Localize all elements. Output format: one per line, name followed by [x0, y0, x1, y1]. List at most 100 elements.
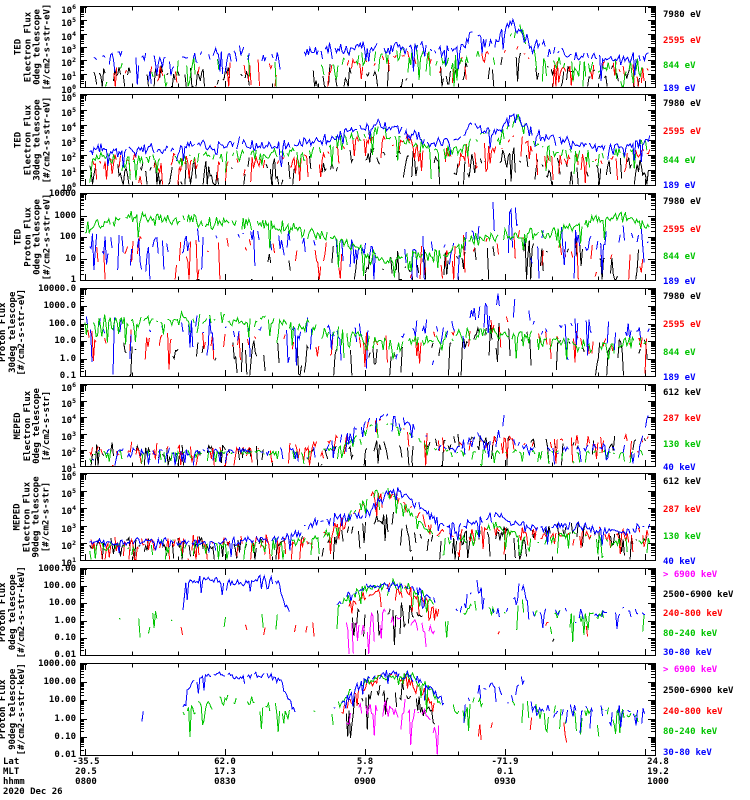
legend-entry: 2595 eV	[663, 36, 701, 46]
y-axis-title-line: TED	[13, 38, 24, 56]
tick-value: 24.8	[647, 757, 669, 767]
legend-entry: 2595 eV	[663, 225, 701, 235]
y-tick-label: 10000	[48, 189, 76, 199]
tick-value: 17.3	[214, 767, 236, 777]
y-tick-label: 10.0	[54, 336, 76, 347]
tick-value: 0830	[214, 777, 236, 787]
legend-entry: 30-80 keV	[663, 748, 712, 758]
y-axis-title-line: TED	[13, 131, 24, 149]
y-axis-title-ted-proton-0deg: TED Proton Flux 0deg telescope [#/cm2-s-str…	[6, 193, 60, 281]
series-30-80-kev	[142, 670, 647, 733]
series-130-kev	[89, 487, 651, 560]
y-axis-title-line: [#/cm2-s-str-keV]	[16, 663, 27, 756]
y-tick-label: 1.0	[59, 353, 76, 364]
y-tick-label: 102	[61, 151, 76, 164]
panel-ted-electron-0deg: 106 105 104 103 102 101 100 TED Electron Flux 0de…	[0, 3, 750, 96]
series-844-ev	[90, 114, 650, 182]
plot-frame	[80, 473, 656, 561]
panel-plot-meped-electron-0deg	[80, 384, 656, 467]
series-189-ev	[89, 113, 651, 168]
legend-entry: 80-240 keV	[663, 629, 718, 639]
legend-entry: 2595 eV	[663, 127, 701, 137]
y-axis-title-line: 30deg telescope	[32, 99, 43, 181]
y-tick-label: 102	[61, 445, 76, 459]
legend-entry: 7980 eV	[663, 197, 701, 207]
legend-entry: 612 keV	[663, 477, 701, 487]
y-tick-label: 104	[61, 413, 76, 427]
tick-value: 7.7	[356, 767, 374, 777]
plot-frame	[80, 94, 656, 186]
legend-entry: 130 keV	[663, 532, 701, 542]
y-tick-label: 106	[61, 91, 76, 104]
tick-value: 0800	[75, 777, 97, 787]
axis-ticks	[80, 7, 655, 88]
panel-plot-ted-electron-0deg	[80, 6, 656, 88]
plot-frame	[80, 193, 656, 281]
series-7980-ev	[89, 147, 649, 185]
legend-entry: 7980 eV	[663, 10, 701, 20]
y-tick-label: 0.10	[54, 632, 76, 643]
legend-entry: 189 eV	[663, 181, 696, 191]
y-axis-title-meped-proton-0deg: Proton Flux 0deg telescope [#/cm2-s-str-ke…	[0, 565, 40, 659]
y-axis-title-line: [#/cm2-s-str-eV]	[41, 193, 52, 281]
y-tick-label: 106	[61, 470, 76, 483]
y-axis-title-line: [#/cm2-s-str-keV]	[16, 565, 27, 659]
tick-value: 0930	[494, 777, 516, 787]
legend-entry: 240-800 keV	[663, 609, 723, 619]
legend-entry: 130 keV	[663, 440, 701, 450]
legend-entry: 844 eV	[663, 348, 696, 358]
y-axis-title-line: Proton Flux	[0, 302, 8, 363]
y-tick-label: 105	[61, 106, 76, 119]
panel-plot-meped-proton-0deg	[80, 568, 656, 656]
y-tick-label: 103	[61, 136, 76, 149]
y-axis-title-line: [#/cm2-s-str]	[41, 390, 52, 461]
series-130-kev	[90, 423, 650, 466]
y-tick-label: 103	[61, 521, 76, 535]
series-189-ev	[85, 293, 650, 375]
legend-entry: 189 eV	[663, 277, 696, 287]
tick-value: 20.5	[75, 767, 97, 777]
y-tick-label: 1000.00	[38, 659, 76, 669]
y-tick-label: 10.00	[48, 598, 76, 609]
y-tick-label: 101	[61, 69, 76, 83]
series-844-ev	[84, 210, 650, 278]
y-tick-label: 1	[70, 275, 76, 285]
y-axis-title-line: [#/cm2-s-str-eV]	[41, 96, 52, 184]
legend-entry: 844 eV	[663, 156, 696, 166]
legend-entry: 612 keV	[663, 388, 701, 398]
time-tick-column: -71.9 0.1 0930	[463, 757, 547, 787]
tick-value: 1000	[647, 777, 669, 787]
legend-entry: 7980 eV	[663, 99, 701, 109]
lat-row-header: Lat	[3, 757, 20, 767]
series-287-kev	[89, 418, 649, 466]
panel-meped-proton-0deg: 1000.00 100.00 10.00 1.00 0.10 0.01 Proton Flu…	[0, 564, 750, 660]
series-2500-6900-kev	[345, 682, 435, 739]
y-tick-label: 106	[61, 381, 76, 394]
y-tick-label: 1000.0	[43, 301, 76, 312]
plot-frame	[80, 384, 656, 467]
date-label: 2020 Dec 26	[3, 787, 63, 797]
time-tick-column: -35.5 20.5 0800	[44, 757, 128, 787]
y-tick-label: 1.00	[54, 615, 76, 626]
legend-entry: 30-80 keV	[663, 648, 712, 658]
panel-ted-electron-30deg: 106 105 104 103 102 101 100 TED Electron Flux 30d…	[0, 91, 750, 194]
y-tick-label: 100.00	[43, 581, 76, 592]
y-tick-label: 104	[61, 29, 76, 43]
y-tick-label: 1.00	[54, 713, 76, 724]
y-tick-label: 104	[61, 121, 76, 134]
series--6900-kev	[346, 609, 536, 654]
legend-entry: 40 keV	[663, 463, 696, 473]
tick-value: 62.0	[214, 757, 236, 767]
y-axis-title-line: 0deg telescope	[32, 199, 43, 275]
series--6900-kev	[346, 699, 547, 754]
panel-plot-ted-proton-30deg	[80, 288, 656, 377]
y-tick-label: 105	[61, 397, 76, 411]
series-80-240-kev	[182, 670, 639, 738]
y-axis-title-line: 0deg telescope	[32, 9, 43, 85]
legend-entry: 189 eV	[663, 373, 696, 383]
y-tick-label: 101	[61, 556, 76, 569]
axis-ticks	[80, 95, 655, 186]
legend-entry: 40 keV	[663, 557, 696, 567]
y-tick-label: 103	[61, 429, 76, 443]
